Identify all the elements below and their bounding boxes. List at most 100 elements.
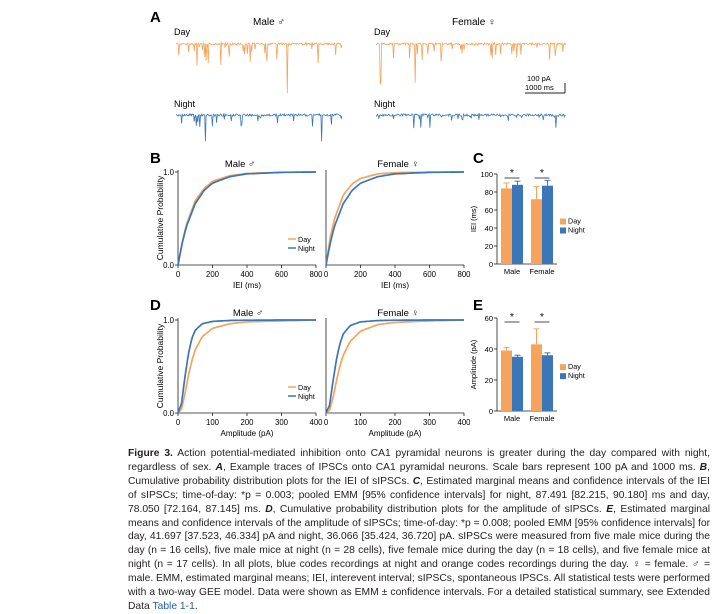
caption-label: Figure 3. <box>128 448 173 459</box>
d-female-x-tick-label: 200 <box>388 418 402 427</box>
c-y-axis-label: IEI (ms) <box>469 205 478 232</box>
panel-b-male-title: Male ♂ <box>225 159 255 170</box>
e-y-axis-label: Amplitude (pA) <box>469 339 478 389</box>
d-male-x-tick-label: 400 <box>309 418 323 427</box>
figure-caption: Figure 3. Action potential-mediated inhi… <box>128 447 710 614</box>
d-female-x-tick-label: 100 <box>354 418 368 427</box>
d-male-line-night <box>177 319 316 414</box>
caption-c-text: , Estimated marginal means and confidenc… <box>128 475 710 515</box>
c-category-label: Female <box>529 267 554 276</box>
d-male-legend-label: Night <box>298 392 315 401</box>
panel-e: E 0 20 40 60 Amplitude (pA) Male * Female * DayNi… <box>469 297 585 423</box>
trace-label-female-night: Night <box>374 99 396 109</box>
b-female-line-night <box>325 171 464 266</box>
c-bar-night <box>512 184 523 264</box>
e-y-tick-label: 20 <box>485 376 493 385</box>
panel-d-ylabel: Cumulative Probability <box>155 323 165 408</box>
cdf-plot-amplitude-male: 0 100 200 300 400 0.0 1.0 Amplitude (pA) DayNigh… <box>163 316 323 438</box>
d-male-x-tick-label: 100 <box>206 418 220 427</box>
e-bar-night <box>542 355 553 411</box>
cdf-plot-amplitude-female: 0 100 200 300 400 Amplitude (pA) <box>324 318 471 438</box>
panel-d-male-title: Male ♂ <box>233 308 263 319</box>
panel-d: D Cumulative Probability Male ♂ Female ♀… <box>150 297 471 438</box>
d-male-y-tick-label: 0.0 <box>163 409 175 418</box>
trace-label-male-day: Day <box>174 27 191 37</box>
figure-3-panels: A Male ♂ Female ♀ Day Day Night Night 10… <box>150 9 585 438</box>
d-male-y-tick-label: 1.0 <box>163 316 175 325</box>
caption-b-text: , Cumulative probability distribution pl… <box>128 461 710 487</box>
d-male-legend-label: Day <box>298 383 311 392</box>
panel-d-letter: D <box>150 297 161 314</box>
d-male-x-tick-label: 0 <box>176 418 181 427</box>
e-legend-swatch <box>560 373 566 380</box>
c-bar-day <box>501 188 512 264</box>
d-female-x-tick-label: 0 <box>324 418 329 427</box>
c-y-tick-label: 80 <box>485 188 493 197</box>
b-female-line-day <box>325 171 464 266</box>
c-y-tick-label: 20 <box>485 242 493 251</box>
c-legend-label: Day <box>568 217 581 226</box>
scale-bar-pa-label: 100 pA <box>527 74 551 83</box>
trace-female-night <box>375 112 566 129</box>
c-significance-star: * <box>510 168 514 179</box>
c-significance-star: * <box>540 168 544 179</box>
e-bar-day <box>531 344 542 411</box>
d-male-x-tick-label: 300 <box>275 418 289 427</box>
caption-e-letter: E <box>606 503 614 515</box>
panel-a-male-title: Male ♂ <box>253 17 285 28</box>
b-male-x-tick-label: 800 <box>309 270 323 279</box>
caption-e-text: , Estimated marginal means and confidenc… <box>128 503 711 612</box>
e-y-tick-label: 0 <box>489 407 493 416</box>
panel-a-female-title: Female ♀ <box>452 17 496 28</box>
d-female-line-night <box>325 319 464 414</box>
c-bar-day <box>531 199 542 264</box>
b-female-x-tick-label: 600 <box>423 270 437 279</box>
caption-d-text: , Cumulative probability distribution pl… <box>272 503 602 515</box>
cdf-plot-iei-female: 0 200 400 600 800 IEI (ms) <box>324 170 471 290</box>
panel-c: C 0 20 40 60 80 100 IEI (ms) Male * Female * DayNig… <box>469 150 585 276</box>
e-y-tick-label: 60 <box>485 314 493 323</box>
e-legend-label: Day <box>568 362 581 371</box>
b-male-line-night <box>177 171 316 266</box>
b-male-y-tick-label: 0.0 <box>163 261 175 270</box>
d-female-x-axis-label: Amplitude (pA) <box>369 429 422 438</box>
trace-male-day <box>175 41 343 94</box>
c-y-tick-label: 60 <box>485 206 493 215</box>
d-female-x-tick-label: 400 <box>457 418 471 427</box>
caption-end: . <box>194 600 198 612</box>
e-bar-day <box>501 350 512 411</box>
c-y-tick-label: 40 <box>485 224 493 233</box>
trace-label-female-day: Day <box>374 27 391 37</box>
d-female-x-tick-label: 300 <box>423 418 437 427</box>
panel-c-letter: C <box>473 150 484 167</box>
panel-b: B Cumulative Probability Male ♂ Female ♀… <box>150 150 471 290</box>
b-male-y-tick-label: 1.0 <box>163 168 175 177</box>
caption-a-text: , Example traces of IPSCs onto CA1 pyram… <box>222 461 696 473</box>
panel-d-female-title: Female ♀ <box>377 308 418 319</box>
e-legend-swatch <box>560 364 566 371</box>
b-male-x-tick-label: 400 <box>240 270 254 279</box>
b-male-legend-label: Day <box>298 235 311 244</box>
e-category-label: Male <box>504 414 520 423</box>
panel-a-letter: A <box>150 9 161 26</box>
b-male-x-axis-label: IEI (ms) <box>233 281 261 290</box>
b-female-x-tick-label: 800 <box>457 270 471 279</box>
b-male-legend-label: Night <box>298 244 315 253</box>
panel-b-ylabel: Cumulative Probability <box>155 175 165 260</box>
c-legend-swatch <box>560 227 566 234</box>
trace-male-night <box>175 112 343 142</box>
c-category-label: Male <box>504 267 520 276</box>
caption-summary: Action potential-mediated inhibition ont… <box>128 448 711 473</box>
extended-data-table-link[interactable]: Table 1-1 <box>152 600 195 612</box>
e-significance-star: * <box>540 312 544 323</box>
caption-a-letter: A <box>215 461 223 473</box>
b-male-line-day <box>177 171 316 266</box>
b-female-x-axis-label: IEI (ms) <box>381 281 409 290</box>
d-female-line-day <box>325 319 465 414</box>
scale-bar-ms-label: 1000 ms <box>525 83 554 92</box>
b-male-x-tick-label: 200 <box>206 270 220 279</box>
panel-a: A Male ♂ Female ♀ Day Day Night Night 10… <box>150 9 567 142</box>
b-female-x-tick-label: 400 <box>388 270 402 279</box>
